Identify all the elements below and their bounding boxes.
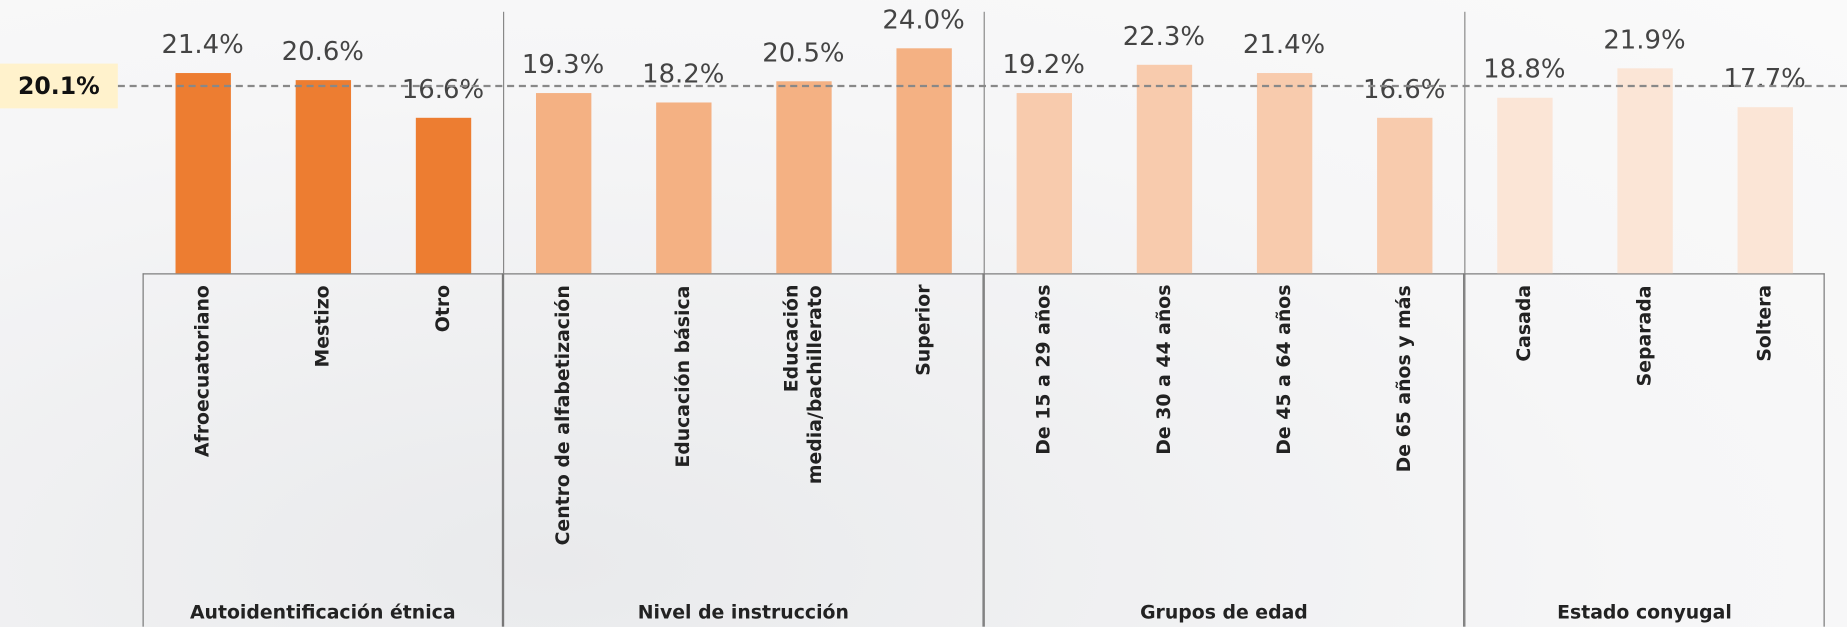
bar	[895, 48, 952, 274]
bar	[174, 72, 231, 274]
group-label: Grupos de edad	[1140, 600, 1308, 624]
category-label: Mestizo	[310, 285, 334, 368]
reference-line	[117, 85, 1847, 88]
group-box	[503, 273, 984, 627]
value-label: 19.3%	[521, 50, 605, 80]
category-label: Casada	[1512, 285, 1535, 362]
group-label: Autoidentificación étnica	[189, 600, 456, 624]
category-label: De 45 a 64 años	[1272, 285, 1295, 456]
value-label: 16.6%	[1363, 75, 1446, 105]
bar	[535, 92, 591, 274]
category-label: Separada	[1632, 285, 1656, 386]
bar	[1256, 72, 1312, 274]
group-label: Estado conyugal	[1557, 600, 1732, 624]
divider	[503, 11, 505, 274]
value-label: 21.4%	[161, 30, 244, 60]
value-label: 18.8%	[1483, 54, 1566, 85]
category-label: De 15 a 29 años	[1031, 285, 1055, 456]
value-label: 24.0%	[882, 6, 965, 36]
bar	[1016, 93, 1072, 274]
value-label: 20.6%	[281, 37, 364, 68]
value-label: 16.6%	[401, 75, 485, 105]
value-label: 22.3%	[1122, 22, 1206, 52]
bar	[1136, 64, 1192, 274]
group-box	[983, 273, 1465, 627]
bar	[1496, 97, 1553, 274]
group-box	[142, 273, 504, 627]
category-label: Educación media/bachillerato	[779, 285, 826, 484]
bar	[775, 81, 832, 274]
bar	[655, 102, 711, 274]
value-label: 18.2%	[642, 60, 725, 90]
category-label: Superior	[911, 285, 935, 377]
reference-label: 20.1%	[0, 63, 118, 109]
category-label: Afroecuatoriano	[190, 285, 214, 458]
group-label: Nivel de instrucción	[637, 600, 849, 624]
value-label: 17.7%	[1723, 65, 1806, 95]
divider	[983, 11, 985, 274]
bar	[415, 117, 471, 274]
category-label: Otro	[431, 285, 454, 333]
category-label: De 30 a 44 años	[1152, 285, 1175, 456]
bar	[1376, 117, 1432, 274]
bar	[1736, 107, 1793, 274]
category-label: Soltera	[1752, 285, 1776, 362]
bar	[1616, 68, 1673, 274]
bar	[295, 80, 351, 274]
value-label: 21.9%	[1603, 25, 1686, 56]
group-box	[1464, 273, 1825, 627]
value-label: 20.5%	[762, 38, 845, 69]
category-label: De 65 años y más	[1392, 285, 1415, 473]
value-label: 19.2%	[1002, 51, 1085, 81]
category-label: Centro de alfabetización	[551, 285, 574, 546]
divider	[1464, 11, 1466, 274]
value-label: 21.4%	[1242, 30, 1326, 60]
category-label: Educación básica	[671, 285, 694, 468]
